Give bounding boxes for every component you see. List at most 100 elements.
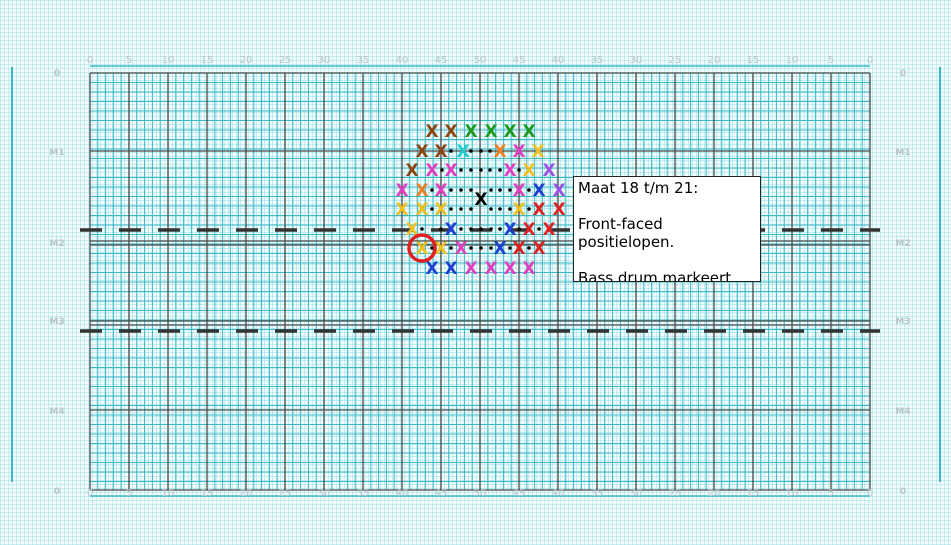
- performer-marks: X X X X X XX X X X X XX X X X X XX X X X X X XX X X X X XX X X X XX X X X…: [395, 122, 565, 279]
- position-dot: [469, 207, 473, 211]
- position-dot: [449, 246, 453, 250]
- position-dot: [459, 227, 463, 231]
- position-dot: [508, 207, 512, 211]
- position-dot: [527, 188, 531, 192]
- yard-label-top: 40: [396, 55, 409, 66]
- position-dot: [498, 207, 502, 211]
- performer-mark: X: [552, 181, 565, 201]
- yard-label-top: 25: [279, 55, 292, 66]
- performer-mark: X: [444, 161, 457, 181]
- position-dot: [449, 149, 453, 153]
- performer-mark: X: [512, 239, 525, 259]
- yard-label-bottom: 25: [279, 488, 292, 499]
- yard-label-top: 40: [552, 55, 565, 66]
- row-label-left: M4: [49, 407, 64, 417]
- position-dot: [459, 207, 463, 211]
- yard-label-top: 15: [747, 55, 760, 66]
- yard-label-bottom: 30: [630, 488, 643, 499]
- position-dot: [488, 168, 492, 172]
- performer-mark: X: [425, 161, 438, 181]
- performer-mark: X: [542, 161, 555, 181]
- performer-mark: X: [444, 122, 457, 142]
- position-dot: [469, 227, 473, 231]
- yard-label-bottom: 20: [708, 488, 721, 499]
- position-dot: [498, 188, 502, 192]
- position-dot: [508, 188, 512, 192]
- yard-label-bottom: 0: [87, 488, 93, 499]
- position-dot: [459, 168, 463, 172]
- yard-label-top: 20: [708, 55, 721, 66]
- yard-label-top: 0: [87, 55, 93, 66]
- performer-mark: X: [484, 259, 497, 279]
- performer-mark: X: [444, 259, 457, 279]
- performer-mark: X: [415, 200, 428, 220]
- yard-label-bottom: 50: [474, 488, 487, 499]
- performer-mark: X: [552, 200, 565, 220]
- performer-mark: X: [493, 239, 506, 259]
- yard-label-top: 35: [591, 55, 604, 66]
- position-dot: [449, 207, 453, 211]
- row-label-right: M1: [895, 148, 910, 158]
- position-dot: [517, 227, 521, 231]
- row-label-left: 0: [54, 69, 60, 79]
- position-dot: [498, 227, 502, 231]
- yard-label-top: 10: [162, 55, 175, 66]
- performer-mark: X: [415, 181, 428, 201]
- yard-label-top: 30: [318, 55, 331, 66]
- performer-mark: X: [434, 239, 447, 259]
- performer-mark: X: [532, 200, 545, 220]
- performer-mark: X: [444, 220, 457, 240]
- position-dot: [489, 188, 493, 192]
- yard-label-bottom: 35: [591, 488, 604, 499]
- performer-mark: X: [522, 161, 535, 181]
- position-dot: [488, 149, 492, 153]
- yard-label-bottom: 10: [162, 488, 175, 499]
- performer-mark: X: [425, 122, 438, 142]
- yard-label-top: 45: [435, 55, 448, 66]
- position-dot: [469, 188, 473, 192]
- performer-mark: X: [532, 239, 545, 259]
- performer-mark: X: [522, 220, 535, 240]
- position-dot: [527, 207, 531, 211]
- performer-mark: X: [415, 239, 428, 259]
- yard-label-top: 45: [513, 55, 526, 66]
- performer-mark: X: [484, 122, 497, 142]
- position-dot: [489, 246, 493, 250]
- instruction-note: Maat 18 t/m 21: Front-faced positielopen…: [573, 176, 761, 282]
- position-dot: [439, 227, 443, 231]
- yard-label-top: 10: [786, 55, 799, 66]
- performer-mark: X: [493, 142, 506, 162]
- yard-label-top: 20: [240, 55, 253, 66]
- row-label-right: M3: [895, 317, 910, 327]
- position-dot: [489, 227, 493, 231]
- row-label-left: 0: [54, 487, 60, 497]
- yard-label-bottom: 20: [240, 488, 253, 499]
- performer-mark: X: [522, 259, 535, 279]
- position-dot: [508, 246, 512, 250]
- position-dot: [469, 168, 473, 172]
- position-dot: [420, 227, 424, 231]
- row-label-right: M2: [895, 239, 910, 249]
- performer-mark: X: [434, 142, 447, 162]
- position-dot: [430, 246, 434, 250]
- performer-mark: X: [464, 259, 477, 279]
- performer-mark: X: [474, 190, 487, 210]
- position-dot: [489, 207, 493, 211]
- row-label-right: 0: [900, 487, 906, 497]
- yard-label-top: 50: [474, 55, 487, 66]
- yard-label-bottom: 5: [126, 488, 132, 499]
- performer-mark: X: [503, 220, 516, 240]
- position-dot: [527, 246, 531, 250]
- yard-label-top: 5: [828, 55, 834, 66]
- position-dot: [517, 168, 521, 172]
- row-label-left: M2: [49, 239, 64, 249]
- row-label-right: 0: [900, 69, 906, 79]
- performer-mark: X: [503, 259, 516, 279]
- row-label-left: M3: [49, 317, 64, 327]
- performer-mark: X: [512, 142, 525, 162]
- performer-mark: X: [542, 220, 555, 240]
- highlight-ring: [407, 233, 437, 263]
- performer-mark: X: [405, 161, 418, 181]
- position-dot: [479, 227, 483, 231]
